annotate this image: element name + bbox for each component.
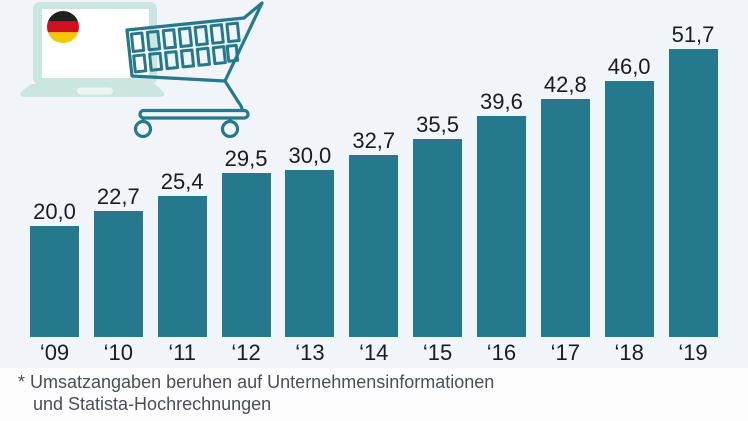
- bar-year-label: ‘17: [550, 340, 580, 365]
- bar: [668, 49, 718, 337]
- bar-year-label: ‘18: [614, 340, 644, 365]
- germany-flag-icon: [47, 11, 79, 43]
- bar-year-label: ‘11: [168, 340, 197, 365]
- bar: [285, 170, 335, 337]
- bar-year-label: ‘14: [359, 340, 389, 365]
- bar: [30, 226, 79, 337]
- bar-year-label: ‘12: [231, 340, 261, 365]
- online-shopping-icon: [20, 1, 264, 138]
- bar-value-label: 51,7: [671, 22, 715, 47]
- bar: [349, 155, 399, 337]
- footnote-area: * Umsatzangaben beruhen auf Unternehmens…: [0, 368, 748, 421]
- footnote-line-1: * Umsatzangaben beruhen auf Unternehmens…: [18, 372, 495, 392]
- shopping-cart-icon: [125, 1, 264, 138]
- bar: [221, 173, 271, 337]
- bar-value-label: 25,4: [160, 169, 204, 194]
- bar-year-label: ‘16: [486, 340, 517, 365]
- bar-value-label: 42,8: [543, 72, 587, 97]
- bar-year-label: ‘13: [295, 340, 325, 365]
- bar-value-label: 20,0: [33, 199, 76, 224]
- bar-year-label: ‘09: [39, 340, 70, 365]
- bar-value-label: 22,7: [96, 184, 140, 209]
- bar-value-label: 29,5: [224, 146, 268, 171]
- bar-value-label: 46,0: [607, 54, 651, 79]
- bar: [413, 139, 463, 337]
- bar-year-label: ‘19: [678, 340, 708, 365]
- bar-year-label: ‘15: [422, 340, 453, 365]
- bar-value-label: 30,0: [288, 143, 332, 168]
- footnote: * Umsatzangaben beruhen auf Unternehmens…: [0, 368, 748, 415]
- bar-year-label: ‘10: [103, 340, 134, 365]
- bar: [604, 81, 654, 337]
- bar-value-label: 32,7: [352, 128, 396, 153]
- footnote-line-2: und Statista-Hochrechnungen: [33, 393, 272, 414]
- bar: [540, 99, 590, 337]
- bar-value-label: 39,6: [480, 89, 523, 114]
- bar: [157, 196, 207, 337]
- bar-value-label: 35,5: [416, 112, 459, 137]
- bar: [93, 211, 143, 337]
- bar: [476, 116, 526, 337]
